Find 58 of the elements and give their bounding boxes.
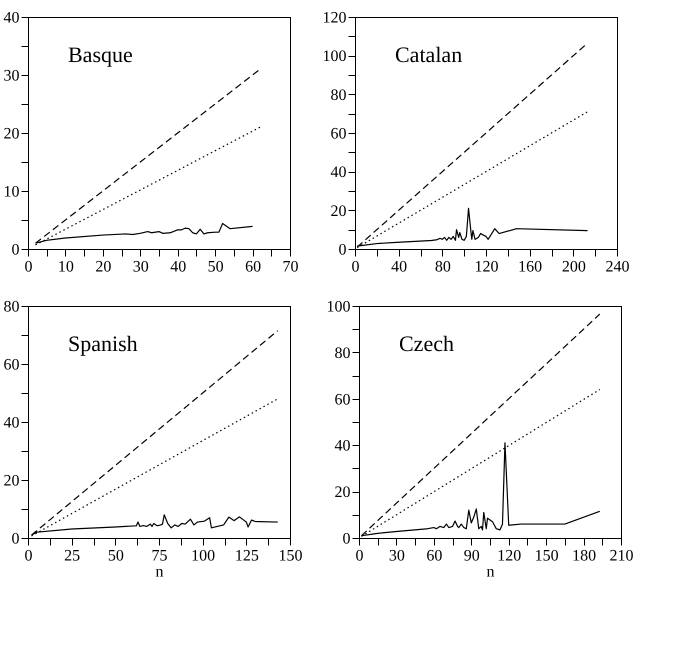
text: Czech bbox=[399, 331, 454, 356]
x-tick-label: 120 bbox=[474, 258, 498, 276]
x-tick-label: 100 bbox=[191, 548, 216, 564]
y-tick-label: 120 bbox=[322, 10, 346, 26]
y-tick-label: 0 bbox=[12, 242, 20, 258]
x-tick-label: 150 bbox=[534, 548, 559, 564]
x-tick-label: 10 bbox=[58, 258, 74, 276]
x-tick-label: 30 bbox=[132, 258, 149, 276]
y-tick-label: 40 bbox=[4, 10, 20, 26]
y-tick-label: 20 bbox=[4, 472, 20, 490]
x-tick-label: 25 bbox=[64, 548, 80, 564]
x-tick-label: 120 bbox=[497, 548, 522, 564]
x-tick-label: 125 bbox=[234, 548, 259, 564]
x-tick-label: 50 bbox=[208, 258, 224, 276]
y-tick-label: 60 bbox=[4, 356, 20, 374]
x-tick-label: 0 bbox=[24, 548, 32, 564]
y-tick-label: 40 bbox=[4, 414, 20, 432]
x-axis-title: n bbox=[486, 564, 494, 580]
x-tick-label: 210 bbox=[610, 548, 634, 564]
y-tick-label: 20 bbox=[330, 202, 346, 220]
y-tick-label: 30 bbox=[4, 68, 20, 84]
x-tick-label: 180 bbox=[572, 548, 596, 564]
x-tick-label: 30 bbox=[388, 548, 405, 564]
y-tick-label: 40 bbox=[334, 438, 350, 455]
y-tick-label: 80 bbox=[334, 344, 350, 362]
x-tick-label: 75 bbox=[152, 548, 168, 564]
x-tick-label: 0 bbox=[356, 548, 364, 564]
x-tick-label: 0 bbox=[24, 258, 32, 276]
text: Basque bbox=[68, 42, 133, 67]
x-tick-label: 240 bbox=[606, 258, 630, 276]
y-tick-label: 20 bbox=[4, 126, 20, 142]
x-tick-label: 40 bbox=[170, 258, 186, 276]
y-tick-label: 60 bbox=[334, 391, 350, 408]
y-tick-label: 0 bbox=[12, 530, 20, 548]
x-tick-label: 40 bbox=[391, 258, 408, 276]
x-tick-label: 150 bbox=[278, 548, 302, 564]
x-tick-label: 20 bbox=[95, 258, 112, 276]
y-tick-label: 40 bbox=[330, 164, 346, 182]
y-tick-label: 20 bbox=[334, 484, 350, 502]
x-tick-label: 160 bbox=[518, 258, 542, 276]
y-tick-label: 80 bbox=[330, 86, 346, 104]
y-tick-label: 0 bbox=[342, 530, 350, 548]
text: Catalan bbox=[395, 42, 462, 67]
x-axis-title: n bbox=[156, 564, 164, 580]
y-tick-label: 80 bbox=[4, 298, 20, 316]
x-tick-label: 80 bbox=[434, 258, 451, 276]
x-tick-label: 60 bbox=[245, 258, 262, 276]
x-tick-label: 70 bbox=[282, 258, 298, 276]
x-tick-label: 90 bbox=[464, 548, 480, 564]
y-tick-label: 100 bbox=[326, 298, 350, 316]
y-tick-label: 100 bbox=[322, 48, 346, 66]
x-tick-label: 50 bbox=[108, 548, 124, 564]
y-tick-label: 0 bbox=[338, 242, 346, 258]
text: Spanish bbox=[68, 331, 138, 356]
y-tick-label: 60 bbox=[330, 126, 346, 142]
y-tick-label: 10 bbox=[4, 184, 20, 200]
x-tick-label: 200 bbox=[562, 258, 586, 276]
x-tick-label: 60 bbox=[426, 548, 442, 564]
